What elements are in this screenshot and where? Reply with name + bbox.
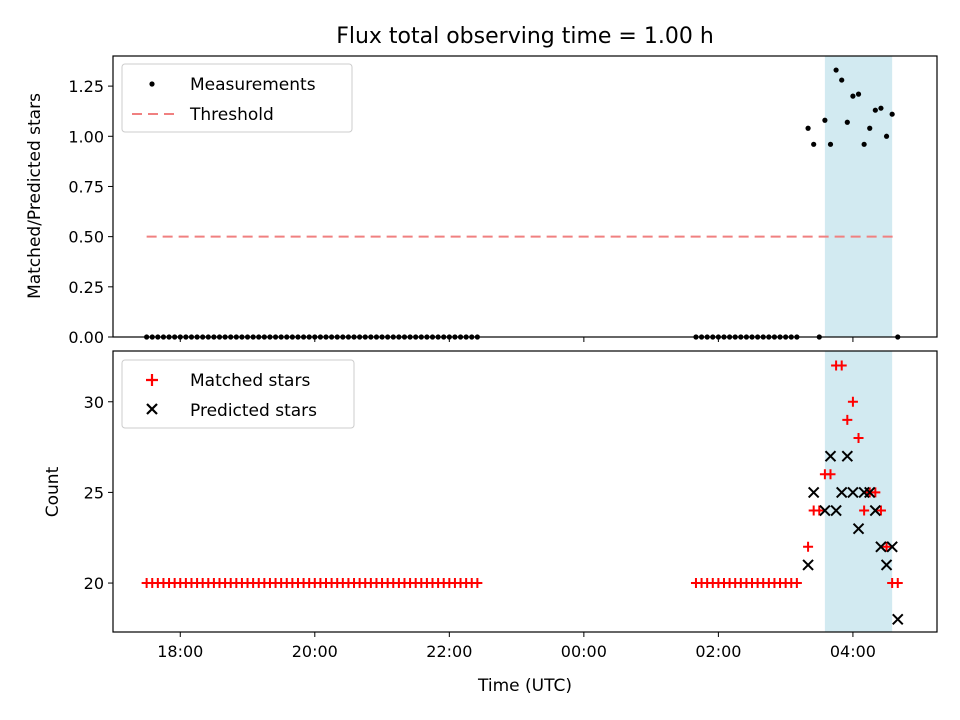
measurement-point — [850, 93, 856, 99]
top-highlight-span — [824, 56, 893, 337]
matched-star-point — [825, 469, 836, 480]
matched-star-point — [847, 396, 858, 407]
matched-star-point — [859, 505, 870, 516]
measurement-point — [855, 91, 862, 97]
predicted-star-point — [819, 504, 831, 517]
measurement-point — [867, 125, 873, 131]
bottom-xtick-label: 02:00 — [695, 642, 741, 661]
bottom-xtick-label: 22:00 — [426, 642, 472, 661]
bottom-legend: Matched stars Predicted stars — [121, 359, 355, 429]
measurement-point — [839, 77, 845, 83]
measurement-point — [878, 105, 884, 111]
top-ytick-label: 0.75 — [68, 177, 104, 196]
legend-predicted-label: Predicted stars — [190, 401, 317, 421]
predicted-star-point — [869, 504, 882, 517]
top-ytick-label: 1.25 — [68, 77, 104, 96]
matched-star-point — [853, 433, 864, 444]
top-ytick-label: 0.25 — [68, 278, 104, 297]
top-ytick-label: 0.00 — [68, 328, 104, 347]
predicted-star-point — [847, 486, 859, 499]
top-ytick-label: 0.50 — [68, 228, 104, 247]
bottom-ytick-label: 30 — [84, 393, 104, 412]
measurement-point — [883, 133, 890, 139]
measurement-point — [822, 117, 828, 123]
measurement-point — [833, 67, 839, 73]
predicted-star-point — [835, 486, 848, 499]
measurement-point — [872, 107, 878, 113]
legend-measurements-marker — [149, 81, 155, 87]
predicted-star-point — [880, 559, 893, 571]
legend-threshold-label: Threshold — [189, 105, 274, 125]
predicted-star-point — [841, 450, 854, 462]
matched-star-point — [803, 541, 814, 552]
legend-measurements-label: Measurements — [190, 75, 316, 95]
matched-star-point — [814, 505, 825, 516]
bottom-xtick-label: 18:00 — [157, 642, 203, 661]
predicted-star-point — [852, 522, 865, 535]
predicted-star-point — [892, 613, 904, 626]
bottom-ytick-label: 20 — [84, 574, 104, 593]
matched-star-point — [875, 505, 886, 516]
measurement-point — [844, 119, 850, 125]
legend-matched-marker — [146, 374, 158, 386]
matched-star-point — [892, 578, 903, 589]
measurement-point — [827, 141, 834, 147]
legend-predicted-marker — [146, 403, 158, 415]
legend-matched-label: Matched stars — [190, 371, 310, 391]
top-ylabel: Matched/Predicted stars — [25, 93, 45, 299]
bottom-xlabel: Time (UTC) — [477, 676, 572, 696]
matched-star-point — [791, 578, 802, 589]
matched-star-point — [842, 414, 853, 425]
predicted-star-point — [802, 559, 814, 571]
measurement-point — [861, 141, 867, 147]
predicted-star-point — [824, 450, 837, 462]
predicted-star-point — [830, 504, 842, 517]
bottom-highlight-span — [824, 351, 893, 632]
bottom-xtick-label: 04:00 — [830, 642, 876, 661]
chart-title: Flux total observing time = 1.00 h — [336, 24, 714, 49]
top-panel: 0.00 0.25 0.50 0.75 1.00 1.25 Matched/Predict… — [25, 55, 938, 347]
bottom-xtick-label: 20:00 — [292, 642, 338, 661]
top-ytick-label: 1.00 — [68, 127, 104, 146]
bottom-xtick-label: 00:00 — [561, 642, 607, 661]
matched-star-point — [870, 487, 881, 498]
bottom-ylabel: Count — [43, 466, 63, 517]
predicted-star-point — [875, 541, 887, 553]
bottom-panel: 20 25 30 18:00 20:00 22:00 00:00 02:00 04:00 Co… — [43, 350, 938, 696]
bottom-ytick-label: 25 — [84, 483, 104, 502]
predicted-star-point — [886, 541, 898, 553]
top-axes-frame — [112, 55, 938, 338]
predicted-star-point — [807, 486, 820, 499]
matched-star-point — [836, 360, 847, 371]
predicted-star-point — [864, 486, 876, 499]
matched-star-point — [472, 578, 483, 589]
measurement-point — [889, 111, 895, 117]
bottom-axes-frame — [112, 350, 938, 633]
top-legend: Measurements Threshold — [121, 63, 353, 133]
matched-star-point — [881, 541, 892, 552]
measurement-point — [805, 125, 811, 131]
measurement-point — [811, 141, 817, 147]
